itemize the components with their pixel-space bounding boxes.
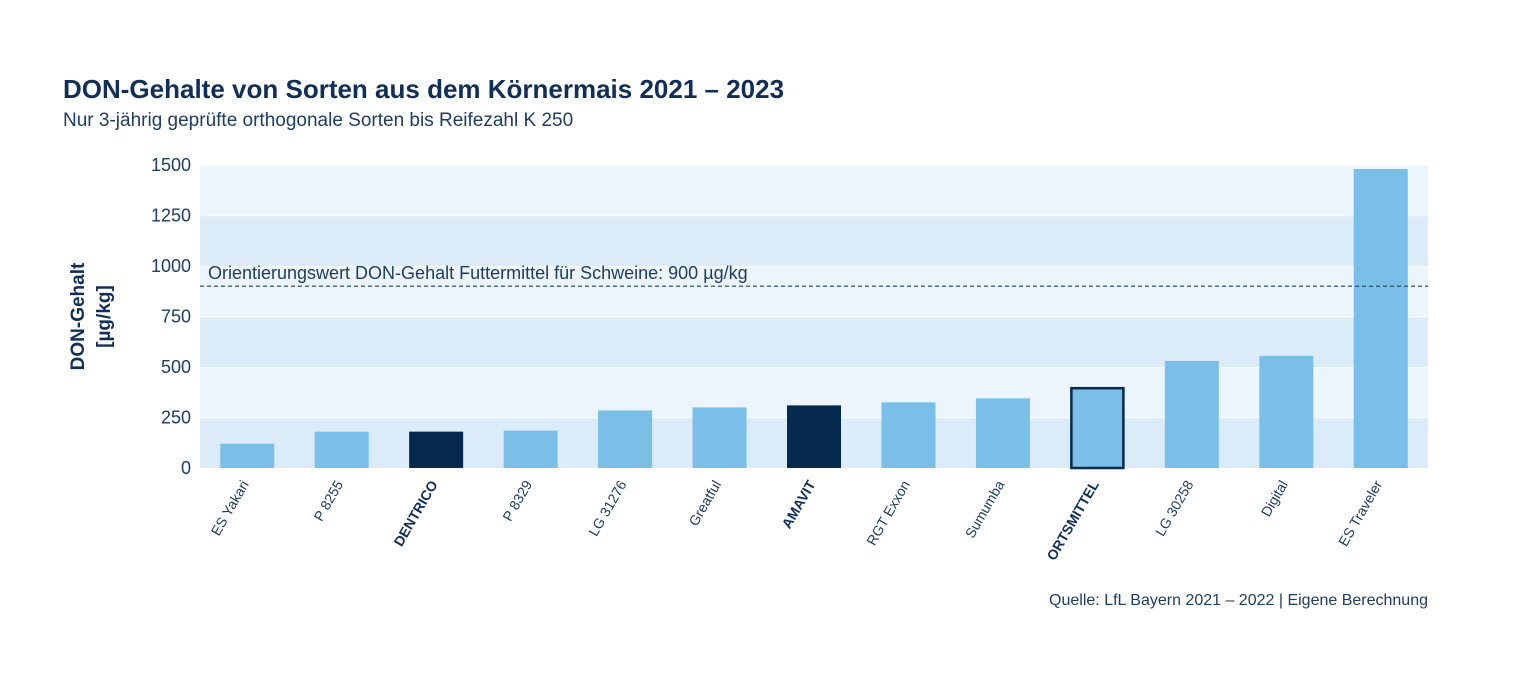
- x-tick-label: RGT Exxon: [863, 478, 913, 548]
- x-tick-label: ES Traveler: [1335, 477, 1386, 549]
- x-tick-label: ES Yakari: [207, 478, 251, 539]
- y-axis-label-line: DON-Gehalt: [68, 262, 89, 370]
- bar: [1070, 386, 1125, 470]
- x-tick-label: P 8329: [499, 477, 535, 523]
- y-tick-label: 1000: [151, 256, 191, 276]
- y-axis-label: DON-Gehalt [µg/kg]: [68, 262, 115, 370]
- x-axis-labels: ES Yakari P 8255 DENTRICO P 8329 LG 31276 Gre…: [207, 477, 1385, 563]
- bar: [1353, 169, 1408, 469]
- y-axis-ticks: 0 250 500 750 1000 1250 1500: [151, 155, 191, 478]
- bar: [787, 405, 841, 468]
- bar: [598, 410, 653, 468]
- y-tick-label: 0: [181, 458, 191, 478]
- bar: [503, 430, 558, 468]
- bar: [881, 402, 936, 468]
- reference-line-group: Orientierungswert DON-Gehalt Futtermitte…: [200, 263, 1428, 287]
- reference-line-label: Orientierungswert DON-Gehalt Futtermitte…: [208, 263, 748, 283]
- bars: [220, 169, 1408, 470]
- x-tick-label: Sumumba: [962, 477, 1008, 540]
- y-tick-label: 750: [161, 307, 191, 327]
- grid-band: [200, 266, 1428, 317]
- grid-band: [200, 316, 1428, 367]
- source-note: Quelle: LfL Bayern 2021 – 2022 | Eigene …: [1049, 592, 1428, 609]
- y-tick-label: 250: [161, 408, 191, 428]
- x-tick-label: DENTRICO: [390, 477, 440, 548]
- y-tick-label: 1250: [151, 206, 191, 226]
- x-tick-label: P 8255: [310, 477, 346, 523]
- bar: [409, 431, 464, 468]
- grid-band: [200, 165, 1428, 216]
- bar: [314, 431, 369, 468]
- y-tick-label: 1500: [151, 155, 191, 175]
- grid-band: [200, 215, 1428, 266]
- chart-title: DON-Gehalte von Sorten aus dem Körnermai…: [63, 74, 785, 104]
- x-tick-label: LG 31276: [585, 477, 630, 538]
- x-tick-label: LG 30258: [1152, 477, 1197, 538]
- bar: [1259, 355, 1314, 468]
- bar: [220, 443, 275, 468]
- bar: [975, 398, 1030, 468]
- y-axis-label-line: [µg/kg]: [94, 285, 115, 348]
- y-tick-label: 500: [161, 357, 191, 377]
- bar: [1164, 360, 1219, 468]
- bar: [692, 407, 747, 468]
- x-tick-label: Greatful: [685, 478, 724, 529]
- x-tick-label: ORTSMITTEL: [1043, 477, 1102, 563]
- grid-bands: [200, 164, 1428, 468]
- chart-subtitle: Nur 3-jährig geprüfte orthogonale Sorten…: [63, 110, 574, 131]
- x-tick-label: AMAVIT: [778, 477, 818, 531]
- x-tick-label: Digital: [1258, 478, 1291, 520]
